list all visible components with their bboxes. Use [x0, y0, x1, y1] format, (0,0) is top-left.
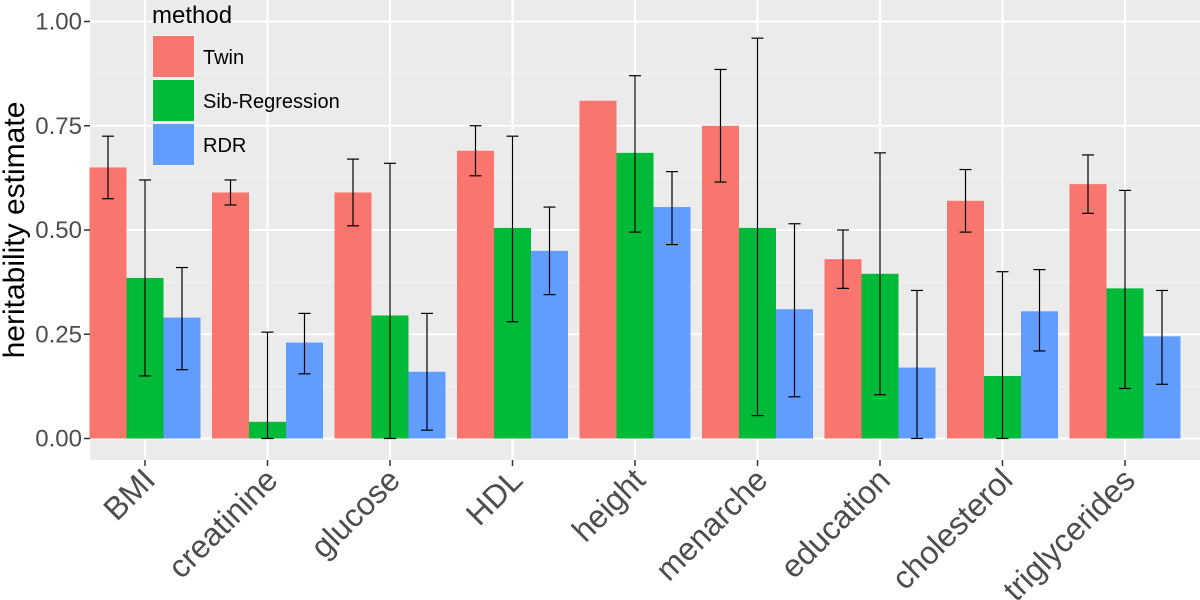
error-bar — [543, 206, 556, 296]
error-bar — [629, 75, 641, 233]
y-tick-label: 0.25 — [35, 321, 82, 348]
error-bars — [102, 37, 1168, 440]
error-bar — [1082, 154, 1094, 214]
legend-title: method — [152, 2, 232, 29]
error-bar — [837, 229, 849, 289]
bar-twin-glucose — [334, 192, 372, 439]
error-bar — [298, 312, 311, 375]
bar-twin-bmi — [89, 167, 127, 439]
error-bar — [347, 158, 359, 227]
legend-label: Twin — [203, 47, 244, 69]
error-bar — [996, 271, 1009, 440]
y-axis: 0.00 0.25 0.50 0.75 1.00 — [35, 9, 90, 453]
bars — [89, 100, 1181, 439]
y-tick-label: 0.75 — [35, 113, 82, 140]
y-tick-label: 1.00 — [35, 9, 82, 36]
x-tick-label: HDL — [459, 461, 530, 532]
bar-twin-height — [579, 100, 617, 439]
legend-label: RDR — [203, 135, 246, 157]
error-bar — [666, 171, 678, 246]
error-bar — [176, 266, 188, 371]
x-tick-label: menarche — [648, 461, 774, 587]
error-bar — [714, 68, 727, 183]
bar-twin-creatinine — [212, 192, 249, 439]
error-bar — [261, 331, 274, 440]
x-tick-label: triglycerides — [996, 461, 1142, 600]
error-bar — [469, 125, 482, 177]
legend: method Twin Sib-Regression RDR — [152, 2, 340, 166]
error-bar — [224, 179, 237, 206]
error-bar — [751, 37, 764, 417]
error-bar — [1119, 189, 1131, 390]
bar-twin-hdl — [457, 150, 494, 439]
legend-key-sib-regression — [153, 80, 194, 121]
error-bar — [102, 135, 114, 200]
error-bar — [421, 312, 433, 431]
x-tick-label: education — [773, 461, 897, 585]
legend-key-rdr — [153, 124, 194, 165]
error-bar — [911, 289, 923, 440]
x-tick-label: height — [565, 461, 652, 548]
bar-rdr-height — [653, 207, 691, 439]
x-tick-label: cholesterol — [885, 461, 1020, 596]
error-bar — [874, 152, 886, 396]
y-tick-label: 0.50 — [35, 217, 82, 244]
y-tick-label: 0.00 — [35, 426, 82, 453]
bar-twin-education — [824, 259, 862, 439]
x-tick-label: creatinine — [161, 461, 285, 585]
bar-twin-cholesterol — [947, 200, 984, 439]
y-axis-title: heritability estimate — [0, 102, 31, 359]
error-bar — [788, 223, 801, 398]
error-bar — [959, 168, 972, 233]
x-tick-label: glucose — [304, 461, 407, 564]
error-bar — [139, 179, 151, 377]
error-bar — [506, 135, 519, 323]
legend-label: Sib-Regression — [203, 91, 340, 113]
legend-key-twin — [153, 36, 194, 77]
error-bar — [1156, 289, 1168, 385]
bar-twin-triglycerides — [1069, 184, 1107, 439]
error-bar — [1033, 269, 1046, 352]
x-tick-label: BMI — [96, 461, 162, 527]
error-bar — [384, 162, 396, 440]
